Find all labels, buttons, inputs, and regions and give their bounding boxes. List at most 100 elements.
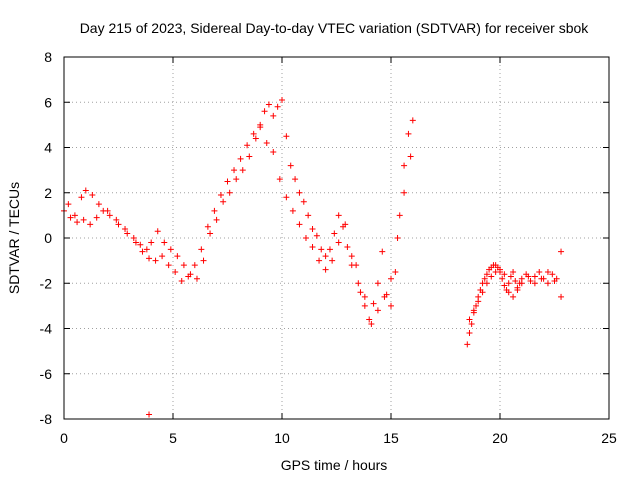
data-point [505, 280, 512, 287]
y-tick-label: 2 [44, 185, 52, 201]
data-point [348, 253, 355, 260]
data-point [154, 228, 161, 235]
data-point [401, 162, 408, 169]
y-tick-label: -8 [40, 411, 53, 427]
data-point [388, 302, 394, 309]
data-point [409, 117, 416, 124]
chart-title: Day 215 of 2023, Sidereal Day-to-day VTE… [80, 20, 590, 36]
data-point [274, 103, 281, 110]
data-point [265, 101, 272, 108]
data-point [252, 135, 259, 142]
data-point [348, 262, 355, 269]
data-point [287, 162, 294, 169]
data-point [244, 142, 251, 149]
data-point [544, 280, 551, 287]
y-tick-label: 8 [44, 49, 52, 65]
data-point [401, 189, 408, 196]
data-point [172, 268, 179, 275]
data-point [368, 320, 375, 327]
data-point [200, 257, 207, 264]
data-point [180, 262, 187, 269]
data-point [481, 275, 488, 282]
x-tick-label: 5 [169, 430, 177, 446]
data-point [361, 302, 368, 309]
data-point [370, 300, 377, 307]
data-point [549, 271, 556, 278]
data-point [394, 235, 401, 241]
data-point [159, 253, 166, 260]
data-point [71, 212, 78, 219]
data-point [257, 124, 264, 131]
series-1 [67, 124, 414, 327]
data-point [483, 271, 490, 278]
data-point [204, 223, 211, 230]
data-point [226, 189, 233, 196]
data-point [122, 225, 129, 232]
data-point [492, 268, 499, 275]
data-point [335, 239, 342, 246]
data-point [558, 248, 565, 255]
data-point [191, 262, 198, 269]
data-point [224, 178, 231, 185]
data-point [289, 207, 296, 214]
data-point [302, 235, 309, 241]
data-point [270, 149, 277, 156]
data-point [279, 96, 285, 103]
data-point [470, 307, 477, 314]
y-tick-label: 0 [44, 230, 52, 246]
data-point [213, 216, 220, 223]
series-3 [466, 248, 565, 323]
x-tick-label: 20 [492, 430, 508, 446]
data-point [283, 133, 290, 140]
data-point [558, 293, 565, 300]
data-point [322, 253, 329, 260]
data-point [217, 192, 224, 199]
y-tick-label: -4 [40, 321, 53, 337]
data-point [139, 248, 146, 255]
data-point [207, 230, 214, 237]
y-tick-label: -6 [40, 366, 53, 382]
y-tick-label: 4 [44, 140, 52, 156]
data-point [512, 277, 519, 284]
data-point [124, 230, 131, 237]
data-point [527, 277, 534, 284]
data-point [82, 187, 89, 194]
data-point [507, 273, 514, 280]
data-point [551, 277, 558, 284]
data-point [464, 341, 471, 348]
data-point [165, 262, 172, 269]
data-point [374, 307, 381, 314]
data-point [381, 293, 388, 300]
data-point [499, 275, 506, 282]
data-point [146, 411, 153, 418]
data-point [237, 155, 244, 162]
data-point [296, 189, 303, 196]
x-tick-label: 10 [274, 430, 290, 446]
data-point [331, 230, 338, 237]
data-point [89, 192, 96, 199]
grid [64, 57, 609, 419]
data-point [538, 275, 545, 282]
data-point [250, 130, 257, 137]
data-point [316, 257, 323, 264]
data-point [239, 167, 246, 174]
data-point [374, 280, 381, 287]
data-point [468, 320, 475, 327]
data-point [283, 194, 290, 201]
data-point [466, 330, 473, 337]
axis-ticks [63, 56, 610, 420]
data-point [488, 273, 495, 280]
data-point [483, 280, 490, 287]
data-point [318, 246, 325, 253]
data-point [137, 241, 144, 248]
data-point [292, 176, 299, 183]
data-point [544, 268, 551, 275]
data-point [313, 232, 320, 239]
y-tick-label: 6 [44, 94, 52, 110]
y-axis-label: SDTVAR / TECUs [6, 182, 22, 294]
data-point [211, 207, 218, 214]
data-point [501, 282, 508, 289]
data-point [305, 212, 312, 219]
